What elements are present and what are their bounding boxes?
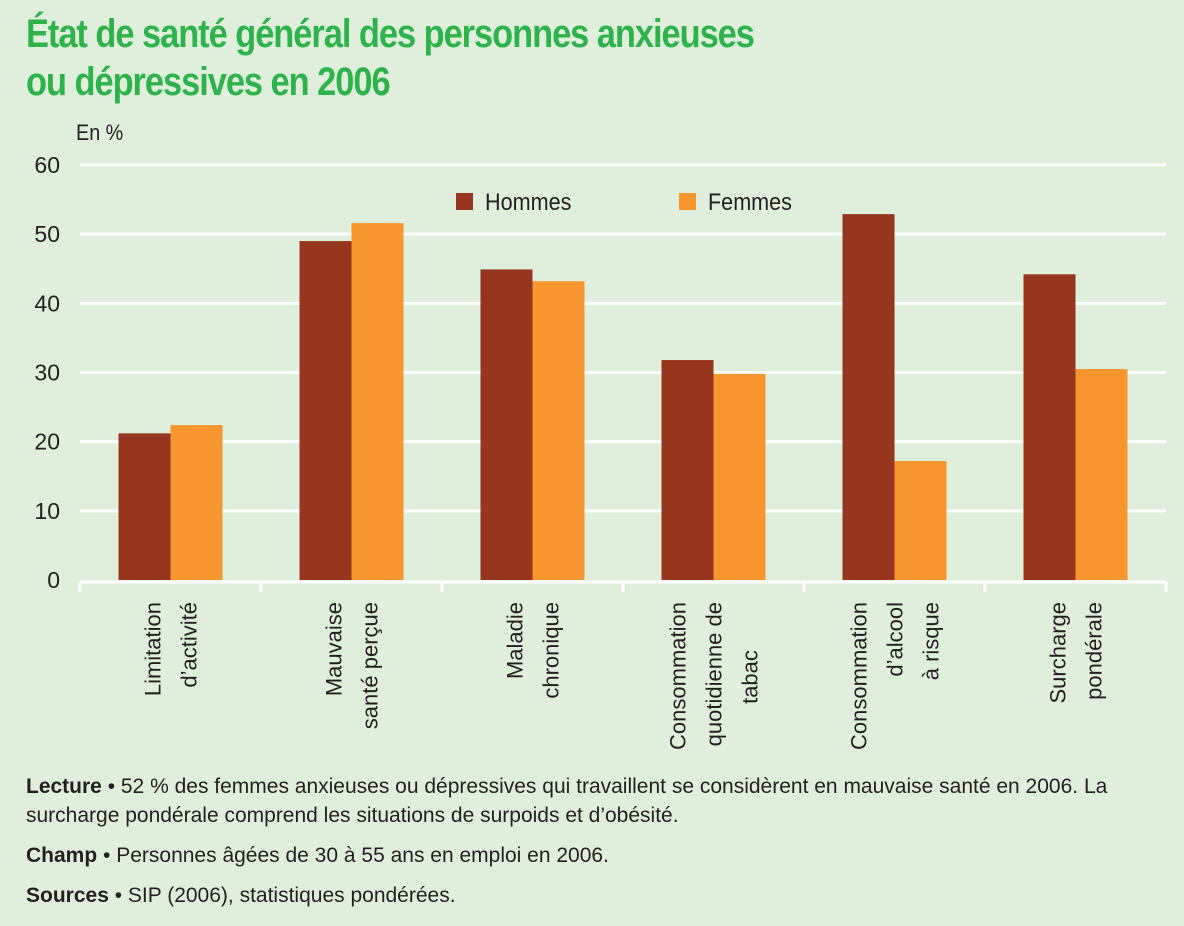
y-tick-label: 50 [34,221,60,247]
x-tick-label-line: chronique [539,602,564,699]
note-champ-text: • Personnes âgées de 30 à 55 ans en empl… [97,844,609,867]
x-tick-label-line: tabac [738,650,763,704]
x-tick-label-line: d’alcool [883,602,908,677]
x-tick-label: Surcharge pondérale [1046,602,1107,704]
note-lecture: Lecture • 52 % des femmes anxieuses ou d… [26,772,1156,830]
chart-notes: Lecture • 52 % des femmes anxieuses ou d… [26,772,1156,921]
legend-label-hommes: Hommes [485,188,571,215]
note-lecture-label: Lecture [26,775,102,798]
bar-femmes [170,425,223,580]
x-tick-label-line: Limitation [141,602,166,696]
chart-title: État de santé général des personnes anxi… [26,10,755,106]
y-tick-label: 20 [34,429,60,455]
note-sources: Sources • SIP (2006), statistiques pondé… [26,881,1156,910]
bar-hommes [118,433,171,580]
x-tick-label-line: santé perçue [358,602,383,729]
legend-swatch-femmes [679,193,696,210]
bar-femmes [894,461,947,580]
y-tick-label: 40 [34,290,60,316]
bar-femmes [713,373,766,580]
bar-hommes [842,214,895,580]
x-tick-label-line: Consommation [666,602,691,750]
y-tick-label: 60 [34,152,60,178]
y-tick-label: 0 [47,567,60,593]
x-tick-label-line: pondérale [1082,602,1107,700]
bar-femmes [532,281,585,580]
legend-swatch-hommes [456,193,473,210]
bar-chart: En % 0 10 20 30 40 50 60 Limitation d’activité Mau… [34,121,1168,750]
chart-title-line-1: État de santé général des personnes anxi… [26,12,755,56]
chart-title-line-2: ou dépressives en 2006 [26,60,391,104]
note-lecture-text: • 52 % des femmes anxieuses ou dépressiv… [26,775,1108,827]
x-tick-label-line: Consommation [847,602,872,750]
x-tick-label: Limitation d’activité [141,602,202,696]
legend-label-femmes: Femmes [708,188,792,215]
x-tick-label-line: Mauvaise [322,602,347,696]
y-tick-label: 30 [34,360,60,386]
x-tick-label: Mauvaise santé perçue [322,602,383,729]
bar-hommes [661,360,714,580]
x-tick-label: Maladie chronique [503,602,564,699]
x-tick-label-line: quotidienne de [702,602,727,746]
x-tick-label: Consommation d’alcool à risque [847,602,944,750]
y-tick-label: 10 [34,498,60,524]
bar-hommes [299,241,352,581]
note-champ: Champ • Personnes âgées de 30 à 55 ans e… [26,841,1156,870]
x-tick-label-line: Surcharge [1046,602,1071,704]
bar-femmes [1075,369,1128,580]
note-champ-label: Champ [26,844,98,867]
note-sources-label: Sources [26,884,109,907]
x-tick-label-line: à risque [919,602,944,680]
x-tick-label-line: Maladie [503,602,528,679]
x-tick-label: Consommation quotidienne de tabac [666,602,763,750]
bar-femmes [351,223,404,580]
bar-hommes [480,269,533,580]
note-sources-text: • SIP (2006), statistiques pondérées. [108,884,456,907]
y-axis-label: En % [76,121,123,145]
bar-hommes [1023,274,1076,580]
x-tick-label-line: d’activité [177,602,202,688]
